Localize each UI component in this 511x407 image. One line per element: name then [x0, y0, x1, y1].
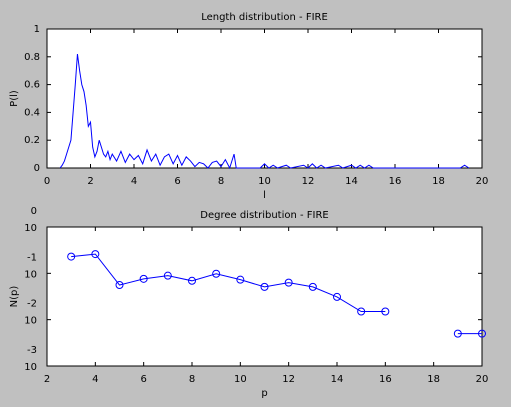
point-marker: [139, 274, 148, 283]
point-marker: [67, 252, 76, 261]
point-marker: [91, 250, 100, 259]
y-tick-label: 10: [24, 362, 37, 373]
series-line: [59, 53, 470, 170]
x-tick-label: 10: [234, 374, 247, 385]
x-axis-label: p: [261, 388, 267, 399]
y-axis-label: N(p): [9, 286, 20, 308]
x-tick-label: 2: [44, 374, 50, 385]
chart-title: Degree distribution - FIRE: [200, 210, 329, 221]
x-tick-label: 10: [258, 176, 271, 187]
x-tick-label: 18: [427, 374, 440, 385]
point-marker: [333, 292, 341, 301]
point-marker: [115, 281, 124, 290]
x-tick-label: 6: [140, 374, 146, 385]
y-tick-exponent: 0: [31, 206, 37, 217]
y-tick-exponent: -2: [27, 299, 37, 310]
point-marker: [453, 329, 462, 338]
point-marker: [188, 276, 196, 285]
series-line: [71, 253, 386, 313]
y-tick-exponent: -1: [27, 252, 37, 263]
y-tick-label: 10: [24, 269, 37, 280]
point-marker: [163, 271, 172, 280]
x-axis-label: l: [263, 190, 266, 201]
x-tick-label: 14: [345, 176, 358, 187]
x-tick-label: 12: [302, 176, 315, 187]
y-tick-label: 0.2: [24, 135, 40, 146]
x-tick-label: 20: [476, 374, 489, 385]
y-tick-label: 0.6: [24, 80, 40, 91]
plot-area: [46, 226, 483, 367]
x-tick-label: 4: [92, 374, 98, 385]
plot-area: [46, 28, 483, 169]
y-tick-label: 1: [34, 24, 40, 35]
chart-title: Length distribution - FIRE: [201, 12, 328, 23]
y-tick-exponent: -3: [27, 345, 37, 356]
point-marker: [478, 329, 486, 338]
x-tick-label: 14: [331, 374, 344, 385]
x-tick-label: 16: [389, 176, 402, 187]
point-marker: [357, 307, 366, 316]
y-axis-label: P(l): [9, 90, 20, 107]
x-tick-label: 0: [44, 176, 50, 187]
y-tick-label: 10: [24, 316, 37, 327]
x-tick-label: 18: [432, 176, 445, 187]
x-tick-label: 12: [282, 374, 295, 385]
x-tick-label: 20: [476, 176, 489, 187]
y-tick-label: 10: [24, 223, 37, 234]
point-marker: [284, 278, 293, 287]
point-marker: [236, 275, 245, 284]
point-marker: [260, 282, 269, 291]
x-tick-label: 2: [87, 176, 93, 187]
point-marker: [381, 307, 390, 316]
point-marker: [308, 282, 317, 291]
y-tick-label: 0.8: [24, 52, 40, 63]
x-tick-label: 8: [189, 374, 195, 385]
y-tick-label: 0.4: [24, 107, 40, 118]
x-tick-label: 4: [131, 176, 137, 187]
x-tick-label: 16: [379, 374, 392, 385]
y-tick-label: 0: [34, 163, 40, 174]
x-tick-label: 6: [174, 176, 180, 187]
point-marker: [212, 269, 221, 278]
x-tick-label: 8: [218, 176, 224, 187]
